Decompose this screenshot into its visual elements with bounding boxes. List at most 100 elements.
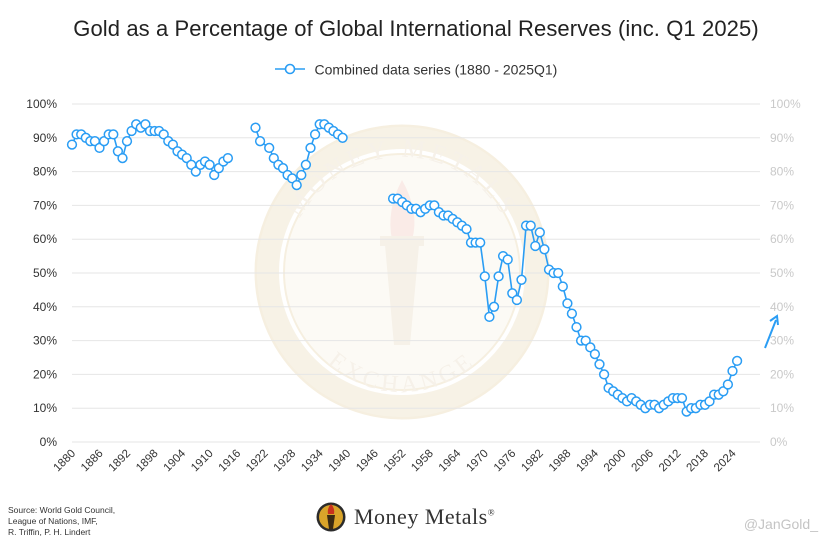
data-point [594, 359, 605, 370]
x-tick-label: 1976 [492, 448, 519, 475]
data-point [158, 129, 169, 140]
y-tick-label: 50% [33, 266, 57, 280]
x-tick-label: 2024 [712, 447, 739, 474]
x-tick-label: 1898 [134, 448, 161, 475]
x-tick-label: 1880 [52, 448, 79, 475]
x-tick-label: 1892 [107, 448, 134, 475]
upward-arrow-icon [764, 314, 779, 349]
data-point [461, 223, 472, 235]
arrow-shaft [764, 319, 777, 349]
y-axis-right: 0% 10% 20% 30% 40% 50% 60% 70% 80% 90% 100% [770, 97, 801, 449]
data-point [277, 163, 289, 174]
y-tick-label: 80% [33, 165, 57, 179]
data-point [571, 321, 582, 333]
data-point [534, 227, 545, 238]
gridlines [72, 103, 760, 443]
brand-logo: Money Metals® [316, 497, 495, 537]
x-tick-label: 1964 [437, 447, 464, 474]
author-handle: @JanGold_ [743, 516, 818, 532]
data-point [731, 355, 743, 367]
y-tick-label-right: 80% [770, 165, 794, 179]
data-point [117, 152, 128, 164]
y-tick-label: 30% [33, 334, 57, 348]
x-axis: 1880 1886 1892 1898 1904 1910 1916 1922 1928 1934… [52, 447, 739, 474]
x-tick-label: 1904 [162, 447, 189, 474]
legend-label: Combined data series (1880 - 2025Q1) [314, 61, 558, 78]
y-tick-label-right: 20% [770, 367, 794, 381]
data-point [264, 142, 275, 154]
y-tick-label-right: 60% [770, 232, 794, 246]
x-tick-label: 1988 [547, 448, 574, 475]
data-point [589, 348, 601, 360]
data-point [493, 271, 504, 282]
data-point [204, 159, 215, 170]
data-point [718, 386, 729, 397]
y-tick-label: 40% [33, 300, 57, 314]
y-tick-label: 20% [33, 367, 57, 381]
y-tick-label: 0% [40, 435, 58, 449]
y-tick-label: 60% [33, 232, 57, 246]
x-tick-label: 1982 [519, 448, 546, 475]
legend-marker-icon [274, 63, 305, 75]
data-point [209, 169, 220, 181]
y-tick-label-right: 100% [770, 97, 801, 111]
data-point [112, 146, 124, 157]
x-tick-label: 1970 [464, 448, 491, 475]
x-tick-label: 1886 [79, 448, 106, 475]
legend: Combined data series (1880 - 2025Q1) [0, 60, 832, 77]
arrow-head [769, 314, 779, 326]
data-point [121, 136, 133, 147]
x-tick-label: 1994 [574, 447, 601, 474]
data-point [66, 139, 78, 150]
chart-title: Gold as a Percentage of Global Internati… [73, 16, 759, 41]
data-point [539, 244, 550, 255]
y-tick-label-right: 70% [770, 198, 794, 212]
data-point [557, 281, 568, 292]
y-tick-label: 90% [33, 131, 57, 145]
x-tick-label: 1922 [244, 448, 271, 475]
y-tick-label-right: 30% [770, 334, 794, 348]
x-tick-label: 1952 [382, 448, 409, 475]
data-point [676, 392, 688, 404]
data-point [530, 240, 541, 252]
data-point [484, 311, 495, 323]
data-point [727, 365, 738, 377]
data-point [309, 129, 321, 140]
y-tick-label-right: 0% [770, 435, 788, 449]
brand-name: Money Metals® [354, 504, 496, 529]
x-tick-label: 1940 [327, 448, 354, 475]
y-tick-label: 10% [33, 401, 57, 415]
data-point [222, 152, 234, 164]
y-tick-label: 70% [33, 198, 57, 212]
y-tick-label-right: 10% [770, 401, 794, 415]
x-tick-label: 1910 [189, 448, 216, 475]
x-tick-label: 1958 [409, 448, 436, 475]
data-point [566, 308, 578, 319]
data-point [475, 237, 486, 248]
data-point [562, 298, 573, 309]
x-tick-label: 1946 [354, 448, 381, 475]
data-point [250, 122, 261, 133]
data-point [502, 254, 513, 265]
y-tick-label-right: 90% [770, 131, 794, 145]
x-tick-label: 2006 [629, 448, 656, 475]
y-axis-left: 0% 10% 20% 30% 40% 50% 60% 70% 80% 90% 100% [26, 97, 57, 449]
torch-logo-icon [316, 502, 346, 532]
data-point [479, 271, 490, 282]
x-tick-label: 1934 [299, 447, 326, 474]
data-point [516, 274, 527, 285]
series-points [66, 119, 743, 417]
data-point [291, 179, 302, 191]
data-point [429, 200, 440, 211]
x-tick-label: 2000 [602, 448, 629, 475]
x-tick-label: 1928 [272, 448, 299, 475]
y-tick-label-right: 50% [770, 266, 794, 280]
data-point [488, 301, 500, 312]
data-point [300, 159, 312, 170]
source-note: Source: World Gold Council, League of Na… [8, 505, 116, 537]
data-point [553, 267, 564, 279]
data-point [254, 136, 266, 147]
x-tick-label: 2018 [684, 448, 711, 475]
data-point [305, 142, 316, 154]
